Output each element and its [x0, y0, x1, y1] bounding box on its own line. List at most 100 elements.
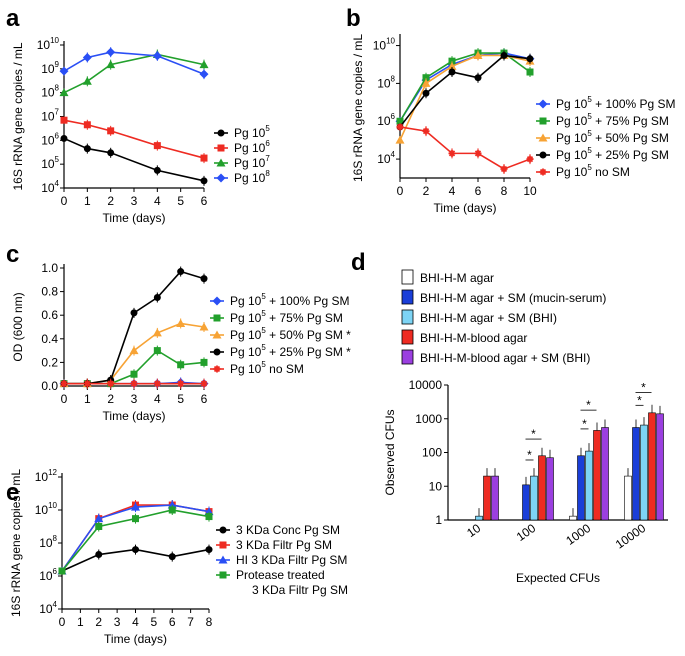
data-point-e-3-2 [132, 515, 139, 523]
data-point-a-3-4 [199, 69, 209, 79]
data-point-b-3-5 [526, 55, 534, 63]
x-axis-label-a: Time (days) [103, 211, 166, 225]
legend-marker-b-2 [538, 133, 548, 142]
data-point-a-2-1 [82, 76, 92, 85]
data-point-c-4-2 [107, 380, 115, 388]
x-tick-label-d-0: 10 [464, 521, 483, 540]
bar-3-1 [632, 427, 640, 521]
x-tick-label-b-3: 6 [475, 184, 482, 198]
x-tick-label-c-1: 1 [84, 392, 91, 406]
x-tick-label-e-1: 1 [77, 615, 84, 629]
y-tick-label-c-0: 0.0 [41, 379, 58, 393]
x-tick-label-e-7: 7 [187, 615, 194, 629]
x-tick-label-e-6: 6 [169, 615, 176, 629]
data-point-b-1-1 [422, 74, 430, 82]
bar-3-4 [656, 413, 664, 521]
x-tick-label-a-2: 2 [107, 194, 114, 208]
data-point-e-2-1 [94, 514, 104, 523]
y-tick-label-b-1: 106 [377, 112, 395, 128]
legend-marker-e-2 [218, 555, 228, 564]
bar-2-3 [593, 430, 601, 521]
panel-e: e 104 106 108 1010 1012 0 1 2 3 4 5 6 7 8 Time (days) 16… [6, 468, 348, 646]
data-point-b-3-1 [422, 89, 430, 97]
legend-label-c-0: Pg 105 + 100% Pg SM [230, 292, 350, 308]
data-point-c-1-5 [177, 361, 185, 369]
data-point-c-4-5 [177, 380, 185, 388]
legend-swatch-d-0 [401, 269, 414, 285]
y-tick-label-a-4: 108 [41, 84, 59, 100]
data-point-a-1-0 [60, 116, 68, 124]
data-point-c-2-4 [152, 328, 162, 337]
legend-label-c-4: Pg 105 no SM [230, 360, 304, 376]
y-tick-label-e-4: 1012 [35, 468, 58, 484]
x-tick-label-c-6: 6 [201, 392, 208, 406]
data-point-c-1-4 [153, 347, 161, 355]
y-axis-label-e: 16S rRNA gene copies / mL [9, 469, 23, 617]
data-point-a-3-2 [106, 47, 116, 57]
bar-0-3 [483, 475, 491, 521]
x-tick-label-a-3: 3 [131, 194, 138, 208]
legend-label-a-2: Pg 107 [234, 154, 270, 170]
y-tick-label-d-4: 10000 [409, 378, 443, 392]
y-tick-label-a-2: 106 [41, 131, 59, 147]
data-point-b-1-5 [526, 68, 534, 76]
data-point-a-0-2 [107, 149, 115, 157]
x-tick-label-a-1: 1 [84, 194, 91, 208]
x-tick-label-d-1: 100 [514, 521, 539, 544]
legend-marker-c-3 [213, 348, 221, 356]
legend-label-e-3: Protease treated [236, 568, 325, 582]
y-tick-label-e-2: 108 [39, 534, 57, 550]
x-tick-label-e-3: 3 [114, 615, 121, 629]
legend-marker-c-0 [212, 296, 222, 306]
x-tick-label-e-5: 5 [151, 615, 158, 629]
x-tick-label-d-3: 10000 [613, 521, 649, 552]
y-tick-label-c-3: 0.6 [41, 308, 58, 322]
legend-label-c-2: Pg 105 + 50% Pg SM * [230, 326, 351, 342]
legend-label-b-0: Pg 105 + 100% Pg SM [556, 95, 676, 111]
y-tick-label-d-3: 1000 [415, 412, 442, 426]
data-point-e-3-0 [58, 567, 66, 575]
bar-0-4 [491, 475, 499, 521]
y-axis-label-d: Observed CFUs [383, 409, 397, 495]
data-point-c-3-3 [130, 309, 138, 317]
legend-marker-e-3 [219, 571, 227, 579]
bar-2-1 [577, 455, 585, 521]
legend-label-e-0: 3 KDa Conc Pg SM [236, 523, 340, 537]
legend-label-b-2: Pg 105 + 50% Pg SM [556, 129, 669, 145]
y-tick-label-a-6: 1010 [37, 36, 60, 52]
data-point-c-4-4 [153, 380, 161, 388]
legend-marker-a-2 [216, 158, 226, 167]
data-point-e-3-4 [205, 513, 213, 521]
y-tick-label-e-3: 1010 [35, 501, 58, 517]
y-tick-label-a-3: 107 [41, 108, 59, 124]
bar-1-1 [522, 484, 530, 521]
data-point-b-3-4 [500, 51, 508, 59]
legend-label-d-3: BHI-H-M-blood agar [420, 331, 527, 345]
x-tick-label-e-4: 4 [132, 615, 139, 629]
data-point-a-0-1 [83, 145, 91, 153]
y-tick-label-a-0: 104 [41, 179, 59, 195]
data-point-c-3-5 [177, 268, 185, 276]
data-point-b-3-3 [474, 74, 482, 82]
data-point-b-4-5 [526, 155, 534, 163]
legend-label-e-1: 3 KDa Filtr Pg SM [236, 538, 332, 552]
data-point-a-0-4 [200, 177, 208, 185]
legend-marker-b-3 [539, 151, 547, 159]
y-tick-label-d-2: 100 [422, 446, 442, 460]
data-point-a-1-3 [153, 142, 161, 150]
data-point-a-1-4 [200, 154, 208, 162]
data-point-c-2-3 [129, 346, 139, 355]
data-point-e-0-3 [168, 553, 176, 561]
y-tick-label-d-0: 1 [435, 513, 442, 527]
series-line-b-1 [399, 52, 531, 122]
data-point-e-0-1 [95, 551, 103, 559]
x-tick-label-b-4: 8 [501, 184, 508, 198]
series-line-b-4 [399, 126, 531, 170]
legend-swatch-d-4 [401, 349, 414, 365]
legend-label-d-4: BHI-H-M-blood agar + SM (BHI) [420, 351, 590, 365]
panel-c: c 0.0 0.2 0.4 0.6 0.8 1.0 0 1 2 3 4 5 6 Time (days) OD … [6, 241, 351, 423]
panel-label-c: c [6, 241, 19, 268]
data-point-b-1-0 [396, 117, 404, 125]
data-point-c-4-1 [83, 380, 91, 388]
